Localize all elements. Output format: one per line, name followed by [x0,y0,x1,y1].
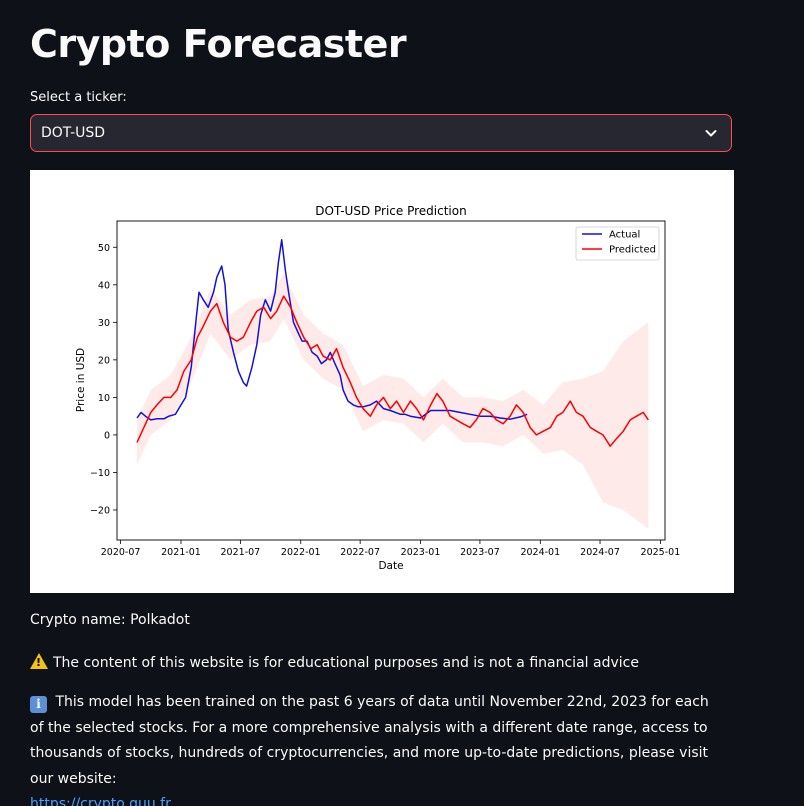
x-tick-label-2021-07: 2021-07 [221,547,261,558]
disclaimer-text: The content of this website is for educa… [53,655,639,671]
series-layer [136,239,649,447]
price-prediction-chart: 2020-07 2021-01 2021-07 2022-01 2022-07 2023-… [30,170,734,593]
x-axis-label: Date [378,560,403,572]
ticker-select[interactable]: DOT-USD [30,114,732,152]
y-tick-label-30: 30 [98,318,110,329]
info-icon: i [30,696,47,713]
y-tick-label-20: 20 [98,355,110,366]
x-tick-label-2021-01: 2021-01 [161,547,201,558]
x-tick-label-2020-07: 2020-07 [101,547,141,558]
ticker-select-value: DOT-USD [41,125,106,141]
legend: Actual Predicted [575,226,660,261]
crypto-name-text: Crypto name: Polkadot [30,612,190,628]
disclaimer-line: The content of this website is for educa… [30,653,639,671]
y-tick-label-50: 50 [98,243,110,254]
x-tick-label-2022-07: 2022-07 [340,547,380,558]
x-tick-label-2024-01: 2024-01 [520,547,560,558]
x-tick-label-2024-07: 2024-07 [580,547,620,558]
website-link[interactable]: https://crypto.quu.fr [30,796,171,806]
x-tick-label-2023-01: 2023-01 [401,547,441,558]
legend-label-predicted: Predicted [609,245,656,256]
model-notice: i This model has been trained on the pas… [30,690,720,806]
y-tick-label-0: 0 [104,430,110,441]
x-tick-label-2025-01: 2025-01 [641,547,681,558]
chart-title: DOT-USD Price Prediction [315,204,466,218]
legend-label-actual: Actual [609,230,640,241]
warning-icon [30,653,48,669]
chevron-down-icon[interactable] [703,125,719,141]
y-tick-label-10: 10 [98,393,110,404]
page-title: Crypto Forecaster [30,22,407,66]
series-line-predicted [136,295,649,447]
legend-box [575,226,660,261]
y-tick-label--20: −20 [90,505,110,516]
ticker-select-label: Select a ticker: [30,90,127,105]
confidence-band-layer [137,273,649,529]
y-tick-label--10: −10 [90,468,110,479]
y-tick-label-40: 40 [98,280,110,291]
plot-frame [116,220,666,541]
axis-layer: 2020-07 2021-01 2021-07 2022-01 2022-07 2023-… [90,243,680,558]
notice-text: This model has been trained on the past … [30,694,709,787]
x-tick-label-2022-01: 2022-01 [281,547,321,558]
series-line-actual [136,239,528,421]
confidence-band [137,273,649,529]
x-tick-label-2023-07: 2023-07 [460,547,500,558]
chart-svg: 2020-07 2021-01 2021-07 2022-01 2022-07 2023-… [75,204,680,572]
y-axis-label: Price in USD [75,348,87,412]
